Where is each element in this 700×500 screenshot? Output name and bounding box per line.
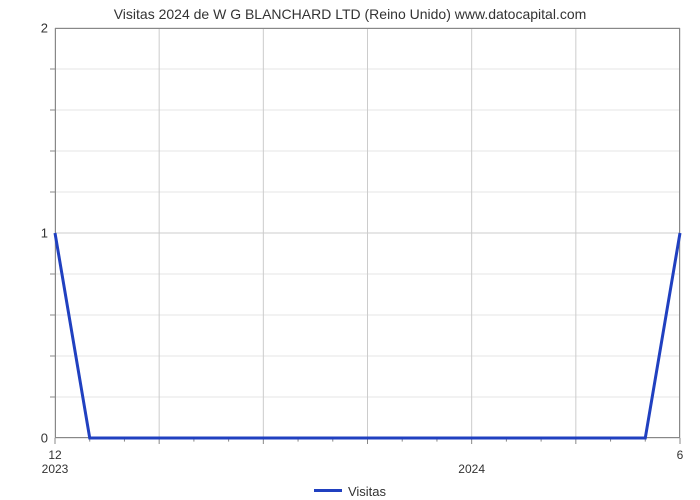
y-tick-label: 1 xyxy=(8,226,48,241)
chart-container: Visitas 2024 de W G BLANCHARD LTD (Reino… xyxy=(0,0,700,500)
plot-area xyxy=(55,28,680,438)
y-tick-label: 0 xyxy=(8,431,48,446)
x-tick-sub-label: 12 xyxy=(48,448,61,462)
plot-svg xyxy=(55,28,680,438)
y-tick-label: 2 xyxy=(8,21,48,36)
x-tick-year-label: 2023 xyxy=(42,462,69,476)
legend-swatch xyxy=(314,489,342,492)
chart-title: Visitas 2024 de W G BLANCHARD LTD (Reino… xyxy=(0,6,700,22)
x-tick-sub-label: 6 xyxy=(677,448,684,462)
x-tick-year-label: 2024 xyxy=(458,462,485,476)
legend: Visitas xyxy=(0,483,700,499)
legend-label: Visitas xyxy=(348,484,386,499)
